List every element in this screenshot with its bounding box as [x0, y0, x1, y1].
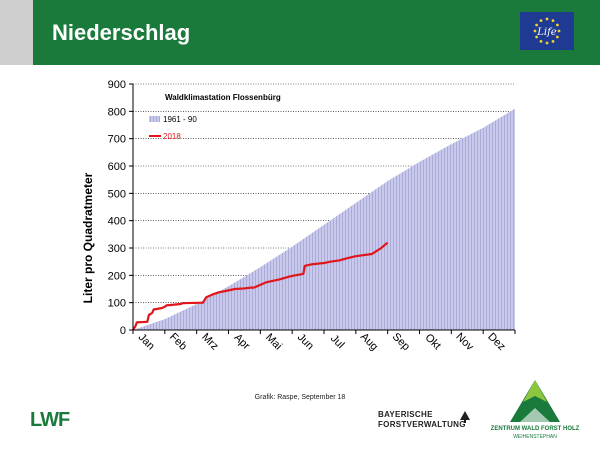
y-tick-labels: 0 100 200 300 400 500 600 700 800 900 — [108, 79, 133, 337]
x-tick-label: Dez — [485, 331, 507, 353]
slide-header: Niederschlag Life — [0, 0, 600, 65]
eu-star — [545, 17, 549, 21]
zwfh-logo-line1: ZENTRUM WALD FORST HOLZ — [490, 426, 580, 432]
x-tick-label: Feb — [167, 331, 189, 353]
bayern-logo-line2: FORSTVERWALTUNG — [378, 420, 466, 429]
chart-legend: Waldklimastation Flossenbürg 1961 - 90 2… — [149, 93, 281, 141]
life-logo-text: Life — [536, 27, 557, 38]
y-tick-label: 100 — [108, 298, 126, 310]
x-tick-label: Jul — [328, 333, 346, 351]
x-tick-label: Aug — [358, 331, 380, 353]
eu-star — [555, 23, 559, 27]
x-tick-label: Mrz — [199, 331, 220, 352]
y-tick-label: 200 — [108, 270, 126, 282]
eu-star — [535, 23, 539, 27]
mountain-icon — [510, 380, 560, 422]
line-layer — [132, 241, 389, 331]
lwf-logo-text: LWF — [30, 409, 70, 431]
y-tick-label: 300 — [108, 243, 126, 255]
x-tick-label: Mai — [263, 331, 284, 352]
lwf-logo: LWF — [30, 409, 71, 431]
eu-stars — [533, 17, 561, 45]
y-tick-label: 900 — [108, 79, 126, 91]
x-tick-label: Apr — [231, 332, 252, 353]
y-tick-label: 800 — [108, 106, 126, 118]
y-tick-label: 700 — [108, 134, 126, 146]
tree-icon — [460, 411, 470, 423]
x-tick-label: Okt — [422, 332, 443, 353]
eu-star — [551, 19, 555, 23]
x-tick-label: Jan — [136, 331, 157, 352]
eu-star — [539, 39, 543, 43]
y-axis-label: Liter pro Quadratmeter — [81, 172, 95, 303]
page-title: Niederschlag — [52, 20, 191, 45]
y-tick-label: 500 — [108, 188, 126, 200]
eu-star — [557, 29, 561, 33]
eu-star — [545, 41, 549, 45]
chart-credit: Grafik: Raspe, September 18 — [254, 394, 346, 401]
eu-star — [551, 39, 555, 43]
area-layer — [133, 108, 515, 330]
zentrum-wald-forst-holz-logo: ZENTRUM WALD FORST HOLZ WEIHENSTEPHAN — [480, 378, 590, 448]
y-tick-label: 400 — [108, 216, 126, 228]
area-series-1961-90 — [133, 108, 515, 330]
y-tick-label: 600 — [108, 161, 126, 173]
y-tick-label: 0 — [120, 325, 126, 337]
zwfh-logo-line2: WEIHENSTEPHAN — [513, 434, 557, 440]
chart-title: Waldklimastation Flossenbürg — [165, 93, 281, 102]
eu-star — [539, 19, 543, 23]
line-series-2018 — [132, 241, 389, 331]
header-band — [33, 0, 600, 65]
x-tick-labels: Jan Feb Mrz Apr Mai Jun Jul Aug Sep Okt Nov Dez — [132, 330, 516, 354]
eu-star — [533, 29, 537, 33]
legend-swatch-1961-90 — [149, 116, 160, 122]
header-left-bar — [0, 0, 33, 65]
eu-star — [535, 35, 539, 39]
x-tick-label: Jun — [295, 331, 316, 352]
eu-life-logo: Life — [520, 12, 574, 50]
x-tick-label: Nov — [453, 331, 476, 354]
legend-label-1961-90: 1961 - 90 — [163, 115, 197, 124]
eu-star — [555, 35, 559, 39]
x-tick-label: Sep — [390, 331, 412, 353]
bayern-logo-line1: BAYERISCHE — [378, 410, 433, 419]
precipitation-chart: 0 100 200 300 400 500 600 700 800 900 Jan Feb Mrz Ap… — [81, 79, 516, 354]
legend-label-2018: 2018 — [163, 132, 181, 141]
